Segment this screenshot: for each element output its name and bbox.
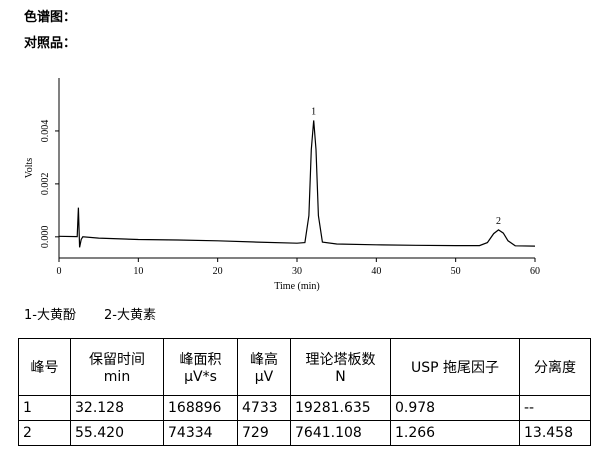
table-cell: 峰面积 μV*s	[163, 338, 238, 396]
table-cell: 1	[18, 395, 71, 421]
y-tick-label: 0.002	[40, 173, 51, 196]
table-cell: 峰高 μV	[237, 338, 291, 396]
x-axis-label: Time (min)	[274, 281, 319, 292]
table-cell: 7641.108	[290, 420, 391, 446]
table-cell: 2	[18, 420, 71, 446]
x-tick-label: 20	[213, 266, 223, 277]
peak-label: 1	[311, 106, 316, 117]
x-tick-label: 60	[530, 266, 540, 277]
table-cell: 19281.635	[290, 395, 391, 421]
peak-label: 2	[496, 216, 501, 227]
subheading: 对照品：	[24, 36, 77, 51]
header-text: 理论塔板数	[305, 352, 376, 368]
table-cell: 1.266	[390, 420, 520, 446]
table-cell: 55.420	[70, 420, 164, 446]
chart: 0 10 20 30 40 50 60 0.000 0.002 0.004 Time (min) Vo…	[24, 78, 540, 292]
y-tick-label: 0.000	[40, 226, 51, 249]
x-tick-label: 0	[57, 266, 62, 277]
header-text: 分离度	[534, 360, 576, 376]
table-cell: USP 拖尾因子	[390, 338, 520, 396]
table-cell: 分离度	[519, 338, 591, 396]
results-table: 峰号 保留时间 min 峰面积 μV*s 峰高 μV 理论塔板数 N USP 拖尾因子 分离度 1 32…	[18, 338, 591, 446]
table-cell: 理论塔板数 N	[290, 338, 391, 396]
table-row: 1 32.128 168896 4733 19281.635 0.978 --	[18, 395, 591, 421]
table-cell: 32.128	[70, 395, 164, 421]
table-cell: 峰号	[18, 338, 71, 396]
x-tick-label: 10	[133, 266, 143, 277]
header-text: μV	[254, 369, 274, 385]
table-cell: 13.458	[519, 420, 591, 446]
x-tick-label: 30	[292, 266, 302, 277]
header-text: min	[103, 369, 131, 385]
header-text: 峰面积	[179, 352, 222, 368]
header-text: USP 拖尾因子	[410, 360, 500, 376]
header-text: 峰高	[250, 352, 278, 368]
table-cell: 168896	[163, 395, 238, 421]
y-axis-label: Volts	[24, 158, 35, 178]
header-text: 峰号	[30, 360, 59, 376]
table-cell: 74334	[163, 420, 238, 446]
table-row: 2 55.420 74334 729 7641.108 1.266 13.458	[18, 420, 591, 446]
table-cell: 4733	[237, 395, 291, 421]
x-tick-label: 50	[451, 266, 461, 277]
x-tick-label: 40	[371, 266, 381, 277]
legend-item: 2-大黄素	[104, 308, 156, 323]
table-cell: 729	[237, 420, 291, 446]
header-text: 保留时间	[89, 352, 145, 368]
y-tick-label: 0.004	[40, 120, 51, 143]
trace	[58, 120, 536, 248]
heading: 色谱图：	[24, 10, 77, 25]
table-cell: 0.978	[390, 395, 520, 421]
table-cell: 保留时间 min	[70, 338, 164, 396]
header-text: N	[335, 369, 346, 385]
table-row: 峰号 保留时间 min 峰面积 μV*s 峰高 μV 理论塔板数 N USP 拖尾因子 分离度	[18, 338, 591, 396]
header-text: μV*s	[184, 369, 217, 385]
table-cell: --	[519, 395, 591, 421]
legend-item: 1-大黄酚	[24, 308, 76, 323]
